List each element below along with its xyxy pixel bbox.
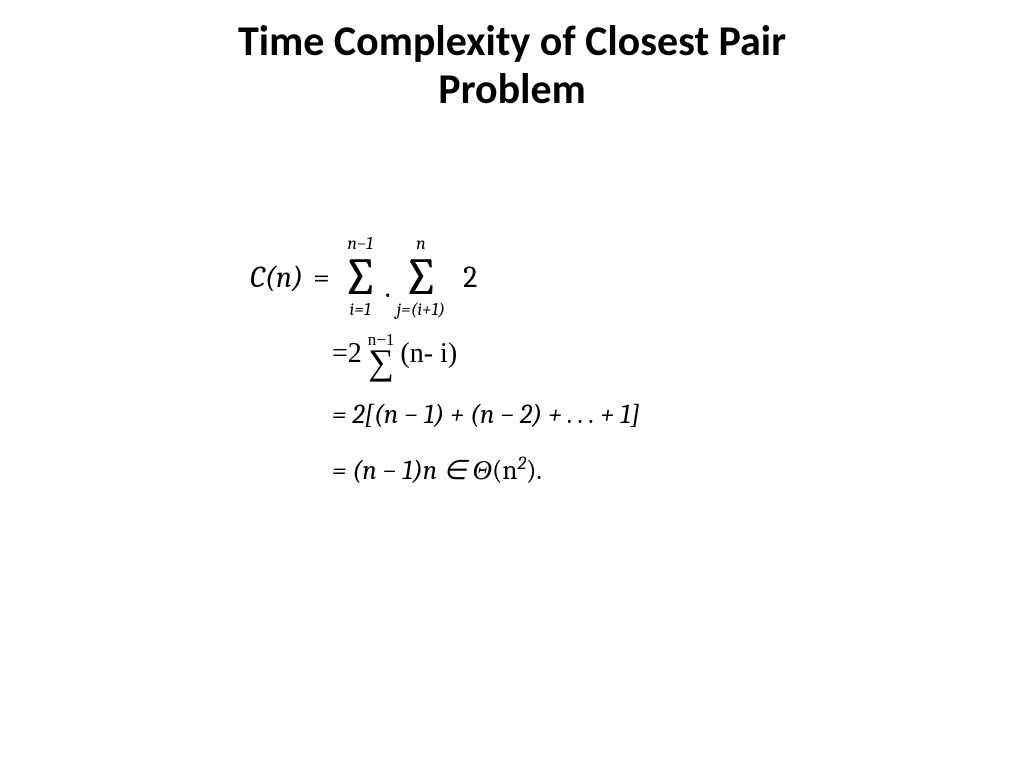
dot-separator: . — [385, 270, 391, 319]
line4-c: ). — [526, 455, 542, 486]
sigma-symbol-2: ∑ — [403, 255, 440, 299]
line4-b: (n — [492, 455, 517, 486]
line4-sup: 2 — [517, 452, 526, 474]
body-1: 2 — [463, 260, 477, 295]
sum-2-lower: j=(i+1) — [397, 301, 445, 319]
line2-prefix: =2 — [332, 338, 362, 370]
sum-1-lower: i=1 — [349, 301, 370, 319]
math-derivation: C(n) = n−1 ∑ i=1 . n ∑ j=(i+1) 2 =2 n−1 … — [250, 235, 640, 486]
sigma-symbol-1: ∑ — [342, 255, 379, 299]
title-line-2: Problem — [438, 64, 586, 115]
equals-1: = — [313, 260, 330, 295]
sum-1: n−1 ∑ i=1 — [342, 235, 379, 319]
equation-line-2: =2 n−1 ∑ (n- i) — [332, 331, 640, 377]
line4-a: = (n − 1)n ∈ Θ — [332, 455, 492, 486]
slide-title: Time Complexity of Closest Pair Problem — [0, 0, 1024, 115]
line3-text: = 2[(n − 1) + (n − 2) + . . . + 1] — [332, 399, 640, 430]
equation-line-1: C(n) = n−1 ∑ i=1 . n ∑ j=(i+1) 2 — [250, 235, 640, 319]
line2-body: (n- i) — [400, 338, 457, 370]
lhs: C(n) — [250, 260, 303, 295]
sum-3: n−1 ∑ — [368, 331, 395, 377]
sum-2: n ∑ j=(i+1) — [397, 235, 445, 319]
equation-line-4: = (n − 1)n ∈ Θ(n2). — [332, 452, 640, 486]
sigma-symbol-3: ∑ — [368, 348, 394, 377]
equation-line-3: = 2[(n − 1) + (n − 2) + . . . + 1] — [332, 399, 640, 430]
title-line-1: Time Complexity of Closest Pair — [238, 16, 786, 67]
slide: Time Complexity of Closest Pair Problem … — [0, 0, 1024, 768]
